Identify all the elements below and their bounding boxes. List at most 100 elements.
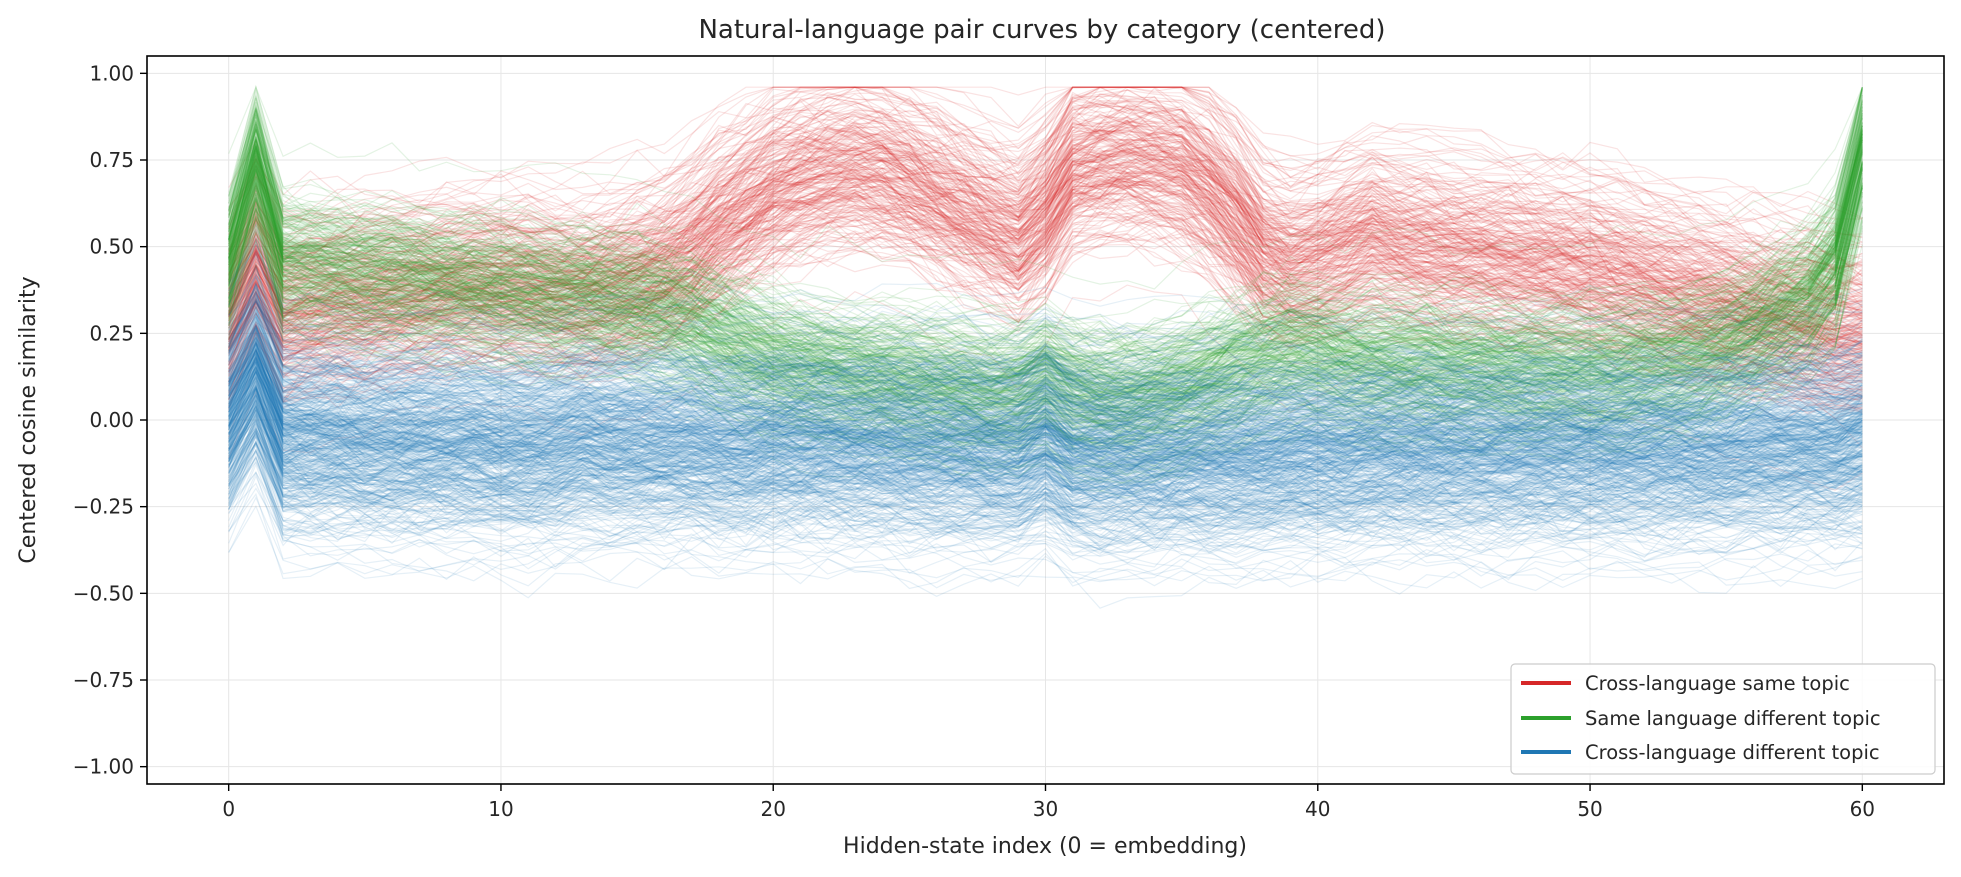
series-curve [228,185,1863,447]
series-curve [228,422,1863,512]
series-curve [228,164,1863,417]
series-curve [228,168,1863,433]
y-tick-label: 0.75 [89,148,134,172]
series-curve [228,152,1863,427]
series-curve [228,165,1863,443]
series-curve [228,216,1863,483]
series-curve [228,388,1863,493]
series-curve [228,430,1863,511]
series-curve [228,335,1863,433]
series-curve [228,125,1863,378]
series-curve [228,128,1863,400]
series-curve [228,292,1863,403]
series-curve [228,138,1863,330]
series-curve [228,297,1863,416]
series-curve [228,371,1863,471]
series-curve [228,382,1863,494]
series-curve [228,375,1863,490]
series-curve [228,348,1863,473]
series-curve [228,364,1863,483]
series-curve [228,177,1863,428]
series-curve [228,147,1863,325]
series-curve [228,357,1863,468]
series-curve [228,99,1863,353]
series-curve [228,415,1863,508]
series-curve [228,358,1863,470]
series-curve [228,114,1863,366]
series-curve [228,221,1863,409]
series-curve [228,249,1863,371]
series-curve [228,329,1863,427]
series-curve [228,328,1863,441]
series-curve [228,133,1863,384]
series-curve [228,153,1863,408]
series-curve [228,145,1863,332]
series-curve [228,340,1863,456]
series-curve [228,129,1863,330]
series-curve [228,294,1863,400]
series-curve [228,182,1863,447]
series-curve [228,282,1863,398]
series-curve [228,327,1863,441]
series-curve [228,389,1863,487]
series-curve [228,336,1863,457]
x-tick-label: 20 [761,797,786,821]
series-curve [228,122,1863,310]
series-curve [228,295,1863,407]
series-curve [228,121,1863,320]
y-tick-label: 1.00 [89,61,134,85]
series-curve [228,404,1863,509]
series-curve [228,284,1863,491]
series-curve [228,323,1863,450]
series-curve [228,86,1863,260]
series-curve [228,191,1863,400]
series-curve [228,112,1863,380]
series-curve [228,405,1863,511]
series-curve [228,331,1863,445]
series-curve [228,365,1863,474]
series-curve [228,120,1863,345]
series-curve [228,165,1863,429]
series-curve [228,153,1863,405]
series-curve [228,350,1863,456]
series-curve [228,87,1863,353]
series-curve [228,328,1863,449]
series-curve [228,318,1863,443]
series-curve [228,356,1863,463]
series-curve [228,247,1863,350]
series-curve [228,376,1863,474]
series-curve [228,116,1863,386]
series-curve [228,172,1863,347]
series-curve [228,439,1863,534]
series-curve [228,471,1863,563]
series-curve [228,175,1863,436]
series-curve [228,347,1863,454]
series-curve [228,351,1863,437]
series-curve [228,129,1863,329]
series-curve [228,430,1863,508]
series-curve [228,427,1863,525]
series-curve [228,169,1863,444]
series-curve [228,354,1863,464]
series-curve [228,433,1863,516]
series-curve [228,205,1863,460]
series-curve [228,273,1863,358]
series-curve [228,148,1863,407]
series-curve [228,417,1863,521]
series-curve [228,361,1863,483]
series-curve [228,121,1863,304]
series-curve [228,431,1863,536]
series-curve [228,316,1863,427]
series-curve [228,356,1863,441]
series-curve [228,439,1863,528]
series-curve [228,385,1863,487]
series-curve [228,174,1863,345]
series-curve [228,220,1863,415]
series-curve [228,449,1863,542]
series-curve [228,198,1863,468]
series-curve [228,367,1863,488]
series-curve [228,427,1863,531]
series-curve [228,350,1863,447]
series-curve [228,165,1863,421]
series-curve [228,429,1863,526]
